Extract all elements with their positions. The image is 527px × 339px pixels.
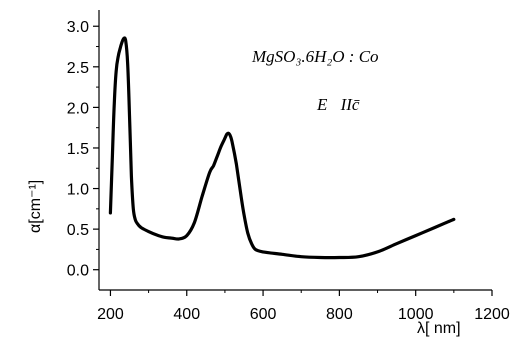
y-tick-label: 2.5 bbox=[67, 60, 89, 77]
y-tick-label: 0.0 bbox=[67, 263, 89, 280]
y-axis bbox=[93, 10, 100, 290]
y-tick-label: 1.0 bbox=[67, 182, 89, 199]
x-tick-label: 400 bbox=[173, 306, 200, 323]
y-tick-label: 0.5 bbox=[67, 222, 89, 239]
x-axis bbox=[99, 289, 493, 296]
y-tick-label: 2.0 bbox=[67, 100, 89, 117]
x-tick-label: 1200 bbox=[474, 306, 510, 323]
x-tick-label: 200 bbox=[97, 306, 124, 323]
series-line bbox=[108, 36, 456, 260]
x-tick-label: 600 bbox=[250, 306, 277, 323]
y-tick-label: 1.5 bbox=[67, 141, 89, 158]
x-tick-label: 1000 bbox=[398, 306, 434, 323]
annotation-polarization: E⃗IIc̄ bbox=[316, 95, 360, 114]
y-axis-label: α[cm⁻¹] bbox=[27, 180, 44, 233]
y-tick-label: 3.0 bbox=[67, 19, 89, 36]
annotation-formula: MgSO₃.6H₂O : Co bbox=[251, 47, 379, 66]
x-axis-label: λ[ nm] bbox=[417, 320, 461, 337]
x-tick-label: 800 bbox=[326, 306, 353, 323]
tick-labels: 200 400 600 800 1000 1200 0.0 0.5 1.0 1.5 2.0 2.5 3.… bbox=[67, 19, 510, 323]
